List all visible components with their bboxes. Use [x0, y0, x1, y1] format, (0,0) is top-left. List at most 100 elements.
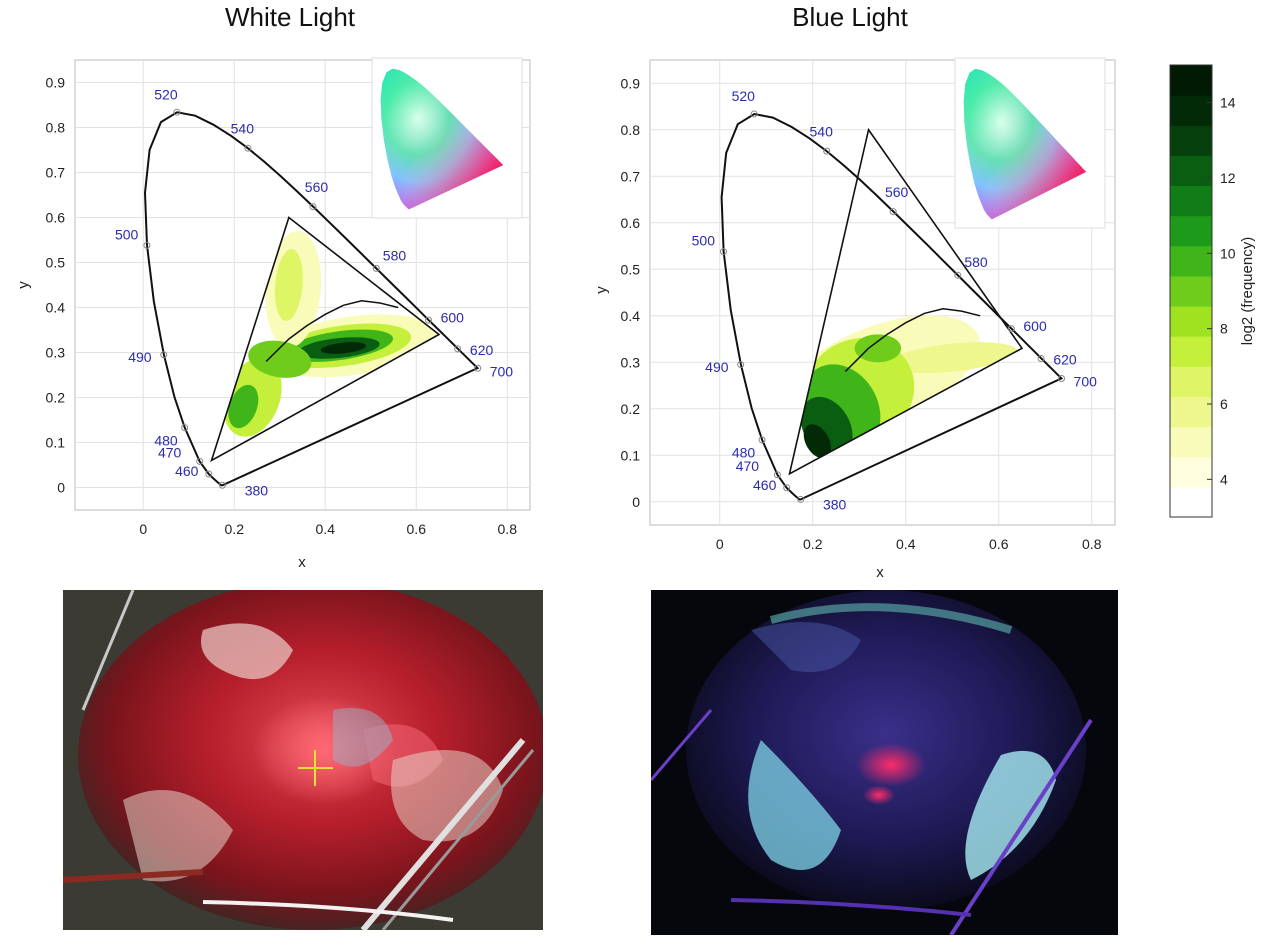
colorbar-tick-label: 8	[1220, 321, 1228, 337]
y-tick-label: 0.7	[621, 168, 641, 184]
colorbar-step	[1170, 185, 1212, 217]
colorbar: 4 6 8 10 12 14 log2 (frequency)	[1169, 64, 1256, 518]
x-tick-labels: 0 0.2 0.4 0.6 0.8	[716, 536, 1102, 552]
y-tick-label: 0.1	[46, 435, 66, 451]
figure-canvas: White Light 0 0.1 0.2 0.3 0.4 0.5 0.6 0.7 0.8 0.9…	[15, 2, 1256, 580]
density-contour	[887, 342, 1018, 374]
density-contour	[274, 249, 303, 321]
inset-gamut-overlay	[963, 68, 1087, 220]
colorbar-step	[1170, 245, 1212, 277]
wavelength-marker	[205, 470, 213, 478]
y-tick-label: 0.7	[46, 165, 66, 181]
y-tick-label: 0	[632, 494, 640, 510]
y-tick-label: 0.3	[621, 354, 641, 370]
wavelength-label: 380	[823, 496, 847, 512]
inset-gamut-overlay	[380, 68, 504, 210]
y-tick-label: 0.2	[46, 390, 66, 406]
wavelength-marker	[1037, 355, 1045, 363]
spectral-locus	[143, 111, 480, 487]
wavelength-marker	[196, 457, 204, 465]
density-contour	[248, 340, 312, 378]
y-tick-labels: 0 0.1 0.2 0.3 0.4 0.5 0.6 0.7 0.8 0.9	[46, 75, 66, 496]
wavelength-label: 620	[1053, 352, 1077, 368]
x-tick-label: 0.2	[803, 536, 823, 552]
planckian-locus	[265, 300, 399, 363]
density-contour	[803, 424, 832, 459]
wavelength-label: 520	[154, 86, 178, 102]
wavelength-label: 600	[441, 309, 465, 325]
wavelength-label: 460	[175, 463, 199, 479]
wavelength-label: 500	[692, 233, 716, 249]
y-tick-label: 0.9	[46, 75, 66, 91]
colorbar-step	[1170, 456, 1212, 488]
colorbar-step	[1170, 396, 1212, 428]
wavelength-label: 480	[732, 445, 756, 461]
colorbar-step	[1170, 215, 1212, 247]
colorbar-tick-label: 4	[1220, 471, 1228, 487]
wavelength-marker	[737, 361, 745, 369]
x-tick-label: 0.6	[989, 536, 1009, 552]
wavelength-marker	[758, 436, 766, 444]
wavelength-marker	[889, 208, 897, 216]
wavelength-label: 490	[128, 349, 152, 365]
y-tick-label: 0	[57, 480, 65, 496]
surgical-field-blue-light-image	[651, 590, 1118, 935]
x-tick-label: 0.8	[498, 521, 518, 537]
wavelength-marker	[719, 248, 727, 256]
wavelength-label: 480	[154, 432, 178, 448]
colorbar-step	[1170, 65, 1212, 96]
colorbar-tick-label: 12	[1220, 170, 1236, 186]
wavelength-marker	[244, 144, 252, 152]
colorbar-label: log2 (frequency)	[1239, 237, 1256, 345]
photo-white-light	[63, 590, 543, 930]
wavelength-marker	[218, 481, 226, 489]
wavelength-label: 580	[964, 254, 988, 270]
wavelength-label: 470	[158, 444, 182, 460]
x-tick-label: 0.4	[896, 536, 916, 552]
density-contour	[854, 334, 902, 363]
wavelength-marker	[454, 345, 462, 353]
x-tick-label: 0.8	[1082, 536, 1102, 552]
wavelength-label: 560	[885, 184, 909, 200]
wavelength-label: 560	[305, 179, 329, 195]
colorbar-tick-label: 6	[1220, 396, 1228, 412]
colorbar-tick-label: 14	[1220, 95, 1236, 111]
x-axis-label: x	[876, 564, 884, 580]
chart-blue-light: Blue Light 00.10.20.30.40.50.60.70.80.9 …	[593, 2, 1116, 580]
colorbar-step	[1170, 125, 1212, 156]
wavelength-marker	[160, 351, 168, 359]
wavelength-marker	[823, 147, 831, 155]
y-tick-label: 0.4	[46, 300, 66, 316]
x-tick-label: 0.6	[407, 521, 427, 537]
wavelength-label: 490	[705, 359, 729, 375]
wavelength-marker	[372, 264, 380, 272]
colorbar-step	[1170, 336, 1212, 367]
density-contour	[228, 384, 259, 429]
wavelength-label: 500	[115, 227, 139, 243]
wavelength-marker	[309, 203, 317, 211]
spectral-locus-group	[143, 111, 480, 487]
wavelength-marker	[773, 471, 781, 479]
inset-chromaticity-diagram	[954, 57, 1106, 229]
x-tick-label: 0.2	[225, 521, 245, 537]
wavelength-marker	[173, 108, 181, 116]
chart-white-light: White Light 0 0.1 0.2 0.3 0.4 0.5 0.6 0.7 0.8 0.9…	[15, 2, 531, 571]
wavelength-marker	[474, 364, 482, 372]
colorbar-frame	[1169, 64, 1213, 518]
colorbar-step	[1170, 275, 1212, 307]
x-tick-labels: 0 0.2 0.4 0.6 0.8	[139, 521, 517, 537]
planckian-locus	[844, 308, 981, 373]
wavelength-marker	[954, 271, 962, 279]
wavelength-marker	[181, 424, 189, 432]
wavelength-marker	[143, 241, 151, 249]
colorbar-step	[1170, 95, 1212, 126]
spectral-locus-group	[720, 112, 1064, 501]
gamut-triangle	[788, 127, 1024, 476]
wavelength-marker	[750, 110, 758, 118]
y-tick-label: 0.5	[46, 255, 66, 271]
wavelength-label: 700	[1074, 374, 1098, 390]
wavelength-marker	[797, 495, 805, 503]
wavelength-label: 620	[470, 342, 494, 358]
